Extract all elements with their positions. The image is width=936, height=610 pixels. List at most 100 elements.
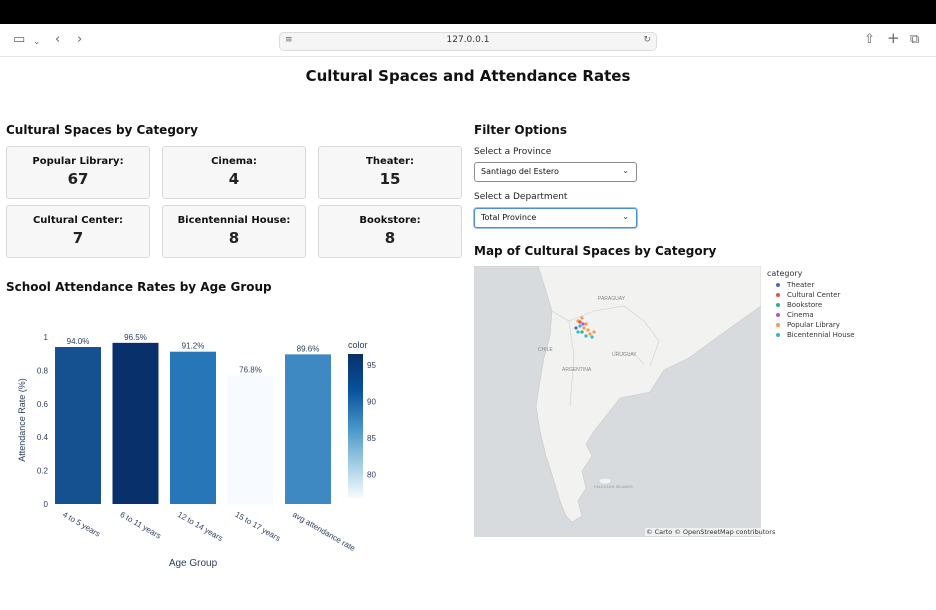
map-points bbox=[574, 316, 596, 339]
map-point[interactable] bbox=[574, 326, 578, 330]
card-label: Cinema: bbox=[211, 156, 257, 167]
filter-heading: Filter Options bbox=[474, 123, 567, 137]
y-tick-label: 0.8 bbox=[37, 366, 49, 375]
y-tick-label: 0.2 bbox=[37, 467, 49, 476]
bar-data-label: 94.0% bbox=[67, 337, 90, 346]
card-value: 67 bbox=[67, 170, 89, 188]
map-point[interactable] bbox=[580, 330, 584, 334]
legend-item-bicentennial-house[interactable]: Bicentennial House bbox=[767, 330, 855, 340]
legend-item-cultural-center[interactable]: Cultural Center bbox=[767, 290, 855, 300]
borders bbox=[551, 305, 660, 407]
url-text: 127.0.0.1 bbox=[446, 35, 490, 45]
map-point[interactable] bbox=[588, 332, 592, 336]
map-label-argentina: ARGENTINA bbox=[562, 367, 592, 373]
tabs-overview-icon[interactable]: ⧉ bbox=[910, 32, 920, 47]
legend-label: Cinema bbox=[787, 311, 814, 319]
legend-dot bbox=[776, 303, 780, 307]
province-select[interactable]: Santiago del Estero ⌄ bbox=[474, 162, 637, 182]
y-tick-label: 0.4 bbox=[37, 433, 49, 442]
colorbar-tick-label: 95 bbox=[367, 361, 376, 370]
south-america-landmass bbox=[474, 266, 761, 523]
map-point[interactable] bbox=[578, 324, 582, 328]
map-label-paraguay: PARAGUAY bbox=[598, 296, 626, 302]
map-label-chile: CHILE bbox=[538, 347, 553, 353]
card-label: Theater: bbox=[366, 156, 414, 167]
map-point[interactable] bbox=[584, 334, 588, 338]
card-value: 15 bbox=[379, 170, 401, 188]
card-value: 7 bbox=[72, 229, 84, 247]
map-label-uruguay: URUGUAY bbox=[612, 352, 637, 358]
card-value: 4 bbox=[228, 170, 240, 188]
x-axis-title: Age Group bbox=[169, 558, 218, 569]
colorbar-title: color bbox=[348, 340, 368, 350]
sidebar-toggle-icon[interactable]: ▭ bbox=[13, 32, 26, 47]
bar bbox=[227, 375, 274, 504]
map-point[interactable] bbox=[582, 326, 586, 330]
colorbar-tick-label: 80 bbox=[367, 471, 376, 480]
bar-data-label: 89.6% bbox=[297, 344, 320, 353]
map-point[interactable] bbox=[580, 316, 584, 320]
attendance-bar-chart: 0 0.2 0.4 0.6 0.8 1 94.0% 4 to 5 years 96.5% 6 to… bbox=[17, 333, 376, 569]
department-select[interactable]: Total Province ⌄ bbox=[474, 208, 637, 228]
browser-toolbar: ▭ ⌄ ‹ › ≡ 127.0.0.1 ↻ ⇧ + ⧉ bbox=[0, 24, 936, 57]
card-cinema: Cinema: 4 bbox=[162, 146, 306, 199]
y-tick-label: 0.6 bbox=[37, 400, 49, 409]
back-icon[interactable]: ‹ bbox=[55, 32, 61, 47]
card-label: Bookstore: bbox=[359, 215, 421, 226]
legend-item-popular-library[interactable]: Popular Library bbox=[767, 320, 855, 330]
share-icon[interactable]: ⇧ bbox=[864, 32, 875, 47]
map-point[interactable] bbox=[576, 330, 580, 334]
legend-label: Popular Library bbox=[787, 321, 840, 329]
reload-icon[interactable]: ↻ bbox=[643, 35, 651, 45]
legend-label: Theater bbox=[787, 281, 815, 289]
cultural-spaces-map[interactable]: PARAGUAY CHILE URUGUAY ARGENTINA FALKLAN… bbox=[474, 266, 761, 537]
map-point[interactable] bbox=[592, 330, 596, 334]
legend-dot bbox=[776, 283, 780, 287]
legend-item-cinema[interactable]: Cinema bbox=[767, 310, 855, 320]
colorbar bbox=[348, 354, 363, 498]
bar-data-label: 91.2% bbox=[182, 342, 205, 351]
card-cultural-center: Cultural Center: 7 bbox=[6, 205, 150, 258]
legend-label: Cultural Center bbox=[787, 291, 841, 299]
new-tab-icon[interactable]: + bbox=[887, 29, 900, 47]
map-point[interactable] bbox=[590, 335, 594, 339]
bar-data-label: 76.8% bbox=[239, 366, 262, 375]
card-bicentennial-house: Bicentennial House: 8 bbox=[162, 205, 306, 258]
map-point[interactable] bbox=[584, 322, 588, 326]
page-title: Cultural Spaces and Attendance Rates bbox=[305, 67, 631, 85]
card-theater: Theater: 15 bbox=[318, 146, 462, 199]
chevron-down-icon: ⌄ bbox=[622, 212, 629, 221]
map-point[interactable] bbox=[581, 322, 585, 326]
legend-title: category bbox=[767, 269, 803, 278]
window-top-bar bbox=[0, 0, 936, 24]
bar-data-label: 96.5% bbox=[124, 333, 147, 342]
map-legend: category Theater Cultural Center Booksto… bbox=[767, 269, 855, 340]
y-tick-label: 0 bbox=[44, 500, 49, 509]
bar bbox=[55, 347, 101, 504]
chevron-down-icon[interactable]: ⌄ bbox=[33, 37, 41, 47]
legend-item-theater[interactable]: Theater bbox=[767, 280, 855, 290]
card-label: Cultural Center: bbox=[32, 215, 124, 226]
x-tick-label: 15 to 17 years bbox=[234, 510, 282, 543]
x-tick-label: avg attendance rate bbox=[291, 510, 357, 553]
card-bookstore: Bookstore: 8 bbox=[318, 205, 462, 258]
legend-label: Bicentennial House bbox=[787, 331, 855, 339]
bar bbox=[170, 351, 216, 504]
chevron-down-icon: ⌄ bbox=[622, 166, 629, 175]
bar bbox=[112, 342, 159, 504]
card-label: Popular Library: bbox=[32, 156, 124, 167]
page-menu-icon[interactable]: ≡ bbox=[285, 35, 293, 45]
province-value: Santiago del Estero bbox=[481, 167, 559, 176]
address-bar[interactable]: ≡ 127.0.0.1 ↻ bbox=[279, 32, 657, 51]
map-canvas: PARAGUAY CHILE URUGUAY ARGENTINA FALKLAN… bbox=[474, 266, 761, 537]
map-attribution: © Carto © OpenStreetMap contributors bbox=[645, 528, 777, 536]
map-label-falkland: FALKLAND ISLANDS bbox=[594, 484, 633, 489]
map-point[interactable] bbox=[586, 328, 590, 332]
categories-heading: Cultural Spaces by Category bbox=[6, 123, 198, 137]
forward-icon[interactable]: › bbox=[77, 32, 83, 47]
legend-item-bookstore[interactable]: Bookstore bbox=[767, 300, 855, 310]
x-tick-label: 12 to 14 years bbox=[176, 510, 224, 543]
y-tick-label: 1 bbox=[44, 333, 49, 342]
map-point[interactable] bbox=[578, 320, 582, 324]
province-label: Select a Province bbox=[474, 147, 552, 157]
